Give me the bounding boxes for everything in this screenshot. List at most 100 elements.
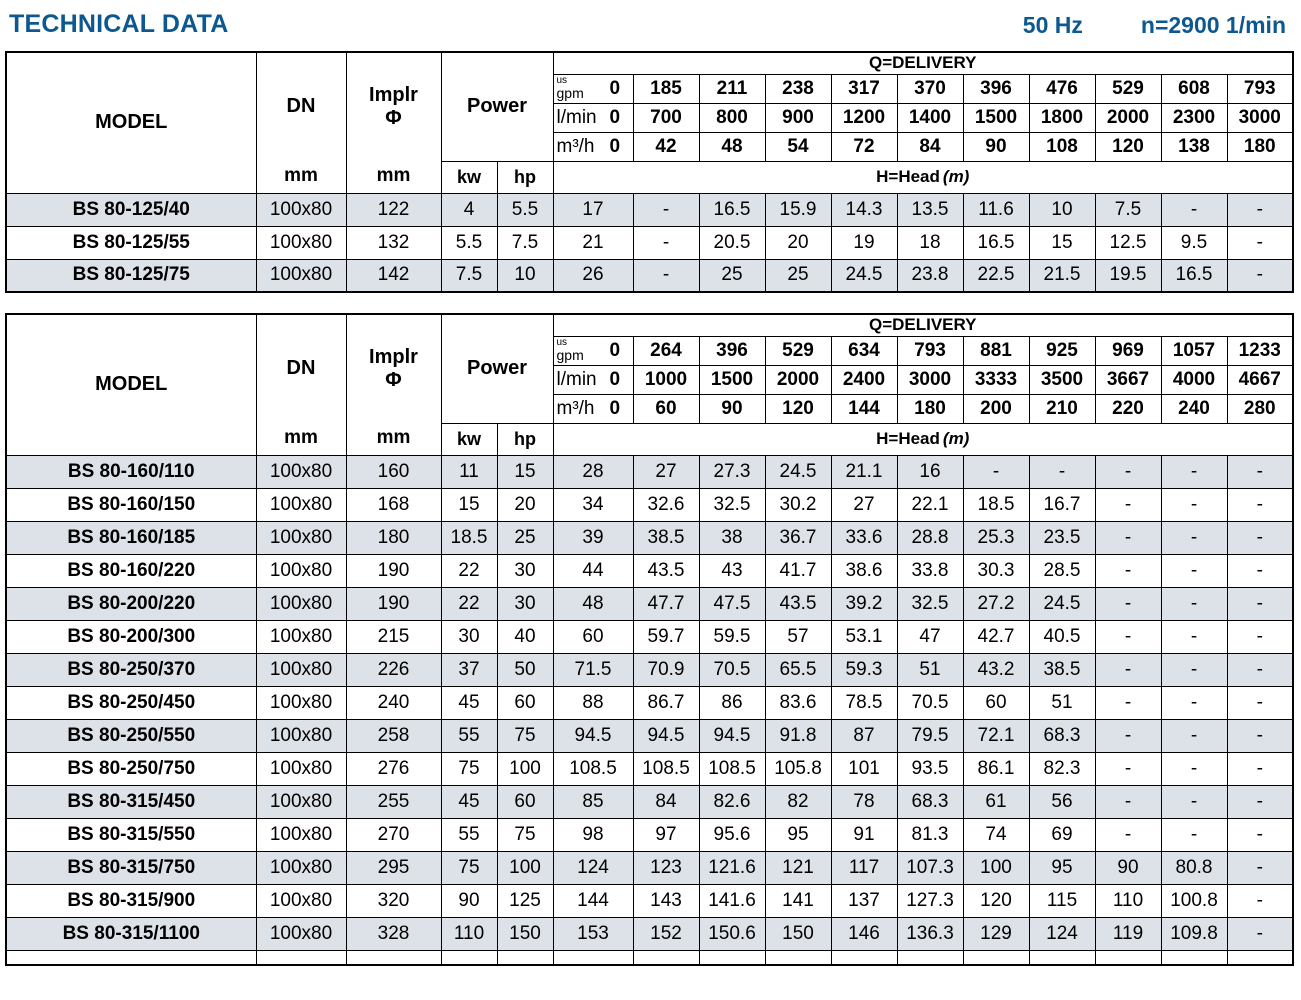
table-row: BS 80-125/75 100x80 142 7.5 10 26-25 25 24.5 23.… xyxy=(5,258,1294,293)
q-lmin-value: 3333 xyxy=(962,364,1030,395)
frequency-label: 50 Hz xyxy=(1022,12,1083,38)
empty-cell xyxy=(698,949,766,966)
head-cell: - xyxy=(1226,751,1294,786)
q-lmin-value: 2000 xyxy=(764,364,832,395)
head-cell: 152 xyxy=(632,916,700,951)
hp-cell: 50 xyxy=(496,652,554,687)
table-row: BS 80-160/185 100x80 180 18.5 25 39 38.5 38 36.7… xyxy=(5,520,1294,555)
head-cell: 27.2 xyxy=(962,586,1030,621)
q-usgpm-value: 529 xyxy=(764,335,832,366)
head-cell: 95 xyxy=(764,817,832,852)
head-cell: 65.5 xyxy=(764,652,832,687)
unit-lmin-label: l/min xyxy=(552,364,597,395)
head-cell: 20 xyxy=(764,225,832,260)
table-row: BS 80-200/300 100x80 215 30 40 60 59.7 59.5 57 53… xyxy=(5,619,1294,654)
unit-m3h-label: m³/h xyxy=(552,131,597,162)
head-cell: 68.3 xyxy=(896,784,964,819)
dn-label: DN xyxy=(286,357,316,380)
impeller-phi-label: Φ xyxy=(385,106,402,129)
head-cell: 41.7 xyxy=(764,553,832,588)
h-head-unit-label: (m) xyxy=(942,429,970,448)
power-header: Power xyxy=(440,51,554,162)
q-usgpm-value: 476 xyxy=(1028,73,1096,104)
unit-lmin-label: l/min xyxy=(552,102,597,133)
q-lmin-value: 1200 xyxy=(830,102,898,133)
q-lmin-value: 800 xyxy=(698,102,766,133)
unit-m3h-label: m³/h xyxy=(552,393,597,424)
head-cell: 82.6 xyxy=(698,784,766,819)
q-lmin-value: 3500 xyxy=(1028,364,1096,395)
impeller-cell: 142 xyxy=(345,258,442,293)
q-lmin-value: 1400 xyxy=(896,102,964,133)
head-cell: 33.6 xyxy=(830,520,898,555)
head-cell: 27 xyxy=(632,454,700,489)
head-cell: 21.5 xyxy=(1028,258,1096,293)
impeller-cell: 328 xyxy=(345,916,442,951)
head-cell: 38.5 xyxy=(1028,652,1096,687)
head-cell: - xyxy=(1094,487,1162,522)
speed-label: n=2900 1/min xyxy=(1140,12,1286,38)
head-cell: - xyxy=(1226,553,1294,588)
head-cell: - xyxy=(1226,487,1294,522)
header-row-usgpm: us gpm 0 264 396 529 634 793 881 925 969 1057 1233 xyxy=(6,335,1294,366)
head-cell: - xyxy=(1160,652,1228,687)
impeller-cell: 190 xyxy=(345,586,442,621)
gpm-label: gpm xyxy=(556,347,584,364)
head-cell: 7.5 xyxy=(1094,192,1162,227)
dn-cell: 100x80 xyxy=(255,454,347,489)
head-cell: 53.1 xyxy=(830,619,898,654)
head-cell: 108.5 xyxy=(698,751,766,786)
head-cell: - xyxy=(1094,553,1162,588)
head-cell: - xyxy=(1226,586,1294,621)
header-row-m3h: m³/h 0 60 90 120 144 180 200 210 220 240 280 xyxy=(6,393,1294,424)
model-cell: BS 80-315/1100 xyxy=(5,916,257,951)
hp-cell: 7.5 xyxy=(496,225,554,260)
model-cell: BS 80-200/300 xyxy=(5,619,257,654)
head-cell: 105.8 xyxy=(764,751,832,786)
head-cell: 82.3 xyxy=(1028,751,1096,786)
q-lmin-value: 4667 xyxy=(1226,364,1294,395)
head-cell: 100 xyxy=(962,850,1030,885)
head-cell: 36.7 xyxy=(764,520,832,555)
head-cell: 72.1 xyxy=(962,718,1030,753)
q-usgpm-value: 317 xyxy=(830,73,898,104)
q-usgpm-value: 969 xyxy=(1094,335,1162,366)
empty-cell xyxy=(1094,949,1162,966)
model-cell: BS 80-250/370 xyxy=(5,652,257,687)
head-cell: 15.9 xyxy=(764,192,832,227)
kw-cell: 11 xyxy=(440,454,498,489)
head-cell: 136.3 xyxy=(896,916,964,951)
head-cell: 59.7 xyxy=(632,619,700,654)
head-cell: - xyxy=(1160,685,1228,720)
impeller-cell: 226 xyxy=(345,652,442,687)
q-usgpm-value: 529 xyxy=(1094,73,1162,104)
dn-cell: 100x80 xyxy=(255,784,347,819)
table-row: BS 80-315/900 100x80 320 90 125 144 143 141.6 14… xyxy=(5,883,1294,918)
head-cell: 84 xyxy=(632,784,700,819)
head-cell: 124 xyxy=(1028,916,1096,951)
head-cell: 71.5 xyxy=(552,652,634,687)
header-row-lmin: l/min 0 1000 1500 2000 2400 3000 3333 3500 3667 40… xyxy=(6,364,1294,395)
dn-header-stack: DN mm xyxy=(257,315,345,454)
impeller-cell: 168 xyxy=(345,487,442,522)
head-cell: 38 xyxy=(698,520,766,555)
dn-unit-label: mm xyxy=(284,427,318,449)
model-header: MODEL xyxy=(5,51,257,194)
head-cell: 143 xyxy=(632,883,700,918)
head-cell: - xyxy=(1160,718,1228,753)
head-cell: 70.5 xyxy=(896,685,964,720)
hp-cell: 20 xyxy=(496,487,554,522)
q-usgpm-value: 881 xyxy=(962,335,1030,366)
hp-cell: 60 xyxy=(496,685,554,720)
head-cell: 14.3 xyxy=(830,192,898,227)
empty-cell xyxy=(1160,949,1228,966)
dn-cell: 100x80 xyxy=(255,685,347,720)
impeller-cell: 180 xyxy=(345,520,442,555)
head-cell: 43.5 xyxy=(632,553,700,588)
hp-cell: 40 xyxy=(496,619,554,654)
kw-cell: 37 xyxy=(440,652,498,687)
model-cell: BS 80-160/185 xyxy=(5,520,257,555)
q-lmin-value: 0 xyxy=(597,364,634,395)
